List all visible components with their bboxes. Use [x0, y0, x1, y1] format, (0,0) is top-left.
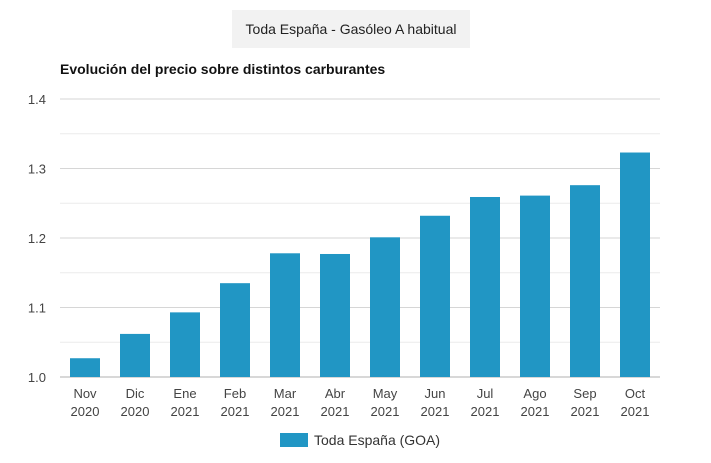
x-tick-label: 2021: [171, 404, 200, 419]
chart-title: Evolución del precio sobre distintos car…: [60, 61, 386, 77]
x-tick-label: Mar: [274, 386, 297, 401]
x-tick-label: Oct: [625, 386, 646, 401]
x-tick-label: 2020: [71, 404, 100, 419]
y-tick-label: 1.2: [28, 231, 46, 246]
bar[interactable]: [320, 253, 350, 377]
bars: [70, 152, 650, 377]
x-tick-label: Nov: [73, 386, 97, 401]
y-tick-label: 1.0: [28, 370, 46, 385]
x-tick-label: Ene: [173, 386, 196, 401]
bar[interactable]: [620, 152, 650, 377]
bar[interactable]: [270, 253, 300, 377]
x-tick-label: 2020: [121, 404, 150, 419]
x-axis: Nov 2020 Dic 2020 Ene 2021 Feb 2021 Mar 2021 Abr 20…: [71, 386, 650, 419]
x-tick-label: 2021: [221, 404, 250, 419]
bar[interactable]: [520, 195, 550, 377]
x-tick-label: Jun: [425, 386, 446, 401]
x-tick-label: 2021: [321, 404, 350, 419]
bar[interactable]: [420, 215, 450, 377]
y-tick-label: 1.1: [28, 301, 46, 316]
x-tick-label: Ago: [523, 386, 546, 401]
bar[interactable]: [170, 312, 200, 377]
legend: Toda España (GOA): [280, 432, 440, 448]
x-tick-label: Feb: [224, 386, 246, 401]
x-tick-label: 2021: [621, 404, 650, 419]
bar[interactable]: [570, 185, 600, 377]
y-tick-label: 1.3: [28, 162, 46, 177]
x-tick-label: May: [373, 386, 398, 401]
grid-lines: [60, 98, 660, 378]
x-tick-label: Dic: [126, 386, 145, 401]
y-tick-label: 1.4: [28, 92, 46, 107]
y-axis: 1.0 1.1 1.2 1.3 1.4: [28, 92, 46, 385]
legend-label[interactable]: Toda España (GOA): [314, 432, 440, 448]
x-tick-label: Abr: [325, 386, 346, 401]
bar[interactable]: [120, 333, 150, 377]
x-tick-label: 2021: [271, 404, 300, 419]
bar[interactable]: [70, 358, 100, 377]
bar[interactable]: [370, 237, 400, 377]
bar[interactable]: [220, 283, 250, 377]
x-tick-label: Jul: [477, 386, 494, 401]
x-tick-label: Sep: [573, 386, 596, 401]
series-selector[interactable]: Toda España - Gasóleo A habitual: [232, 10, 470, 48]
x-tick-label: 2021: [471, 404, 500, 419]
x-tick-label: 2021: [521, 404, 550, 419]
legend-swatch[interactable]: [280, 433, 308, 447]
x-tick-label: 2021: [571, 404, 600, 419]
x-tick-label: 2021: [421, 404, 450, 419]
x-tick-label: 2021: [371, 404, 400, 419]
bar[interactable]: [470, 196, 500, 377]
